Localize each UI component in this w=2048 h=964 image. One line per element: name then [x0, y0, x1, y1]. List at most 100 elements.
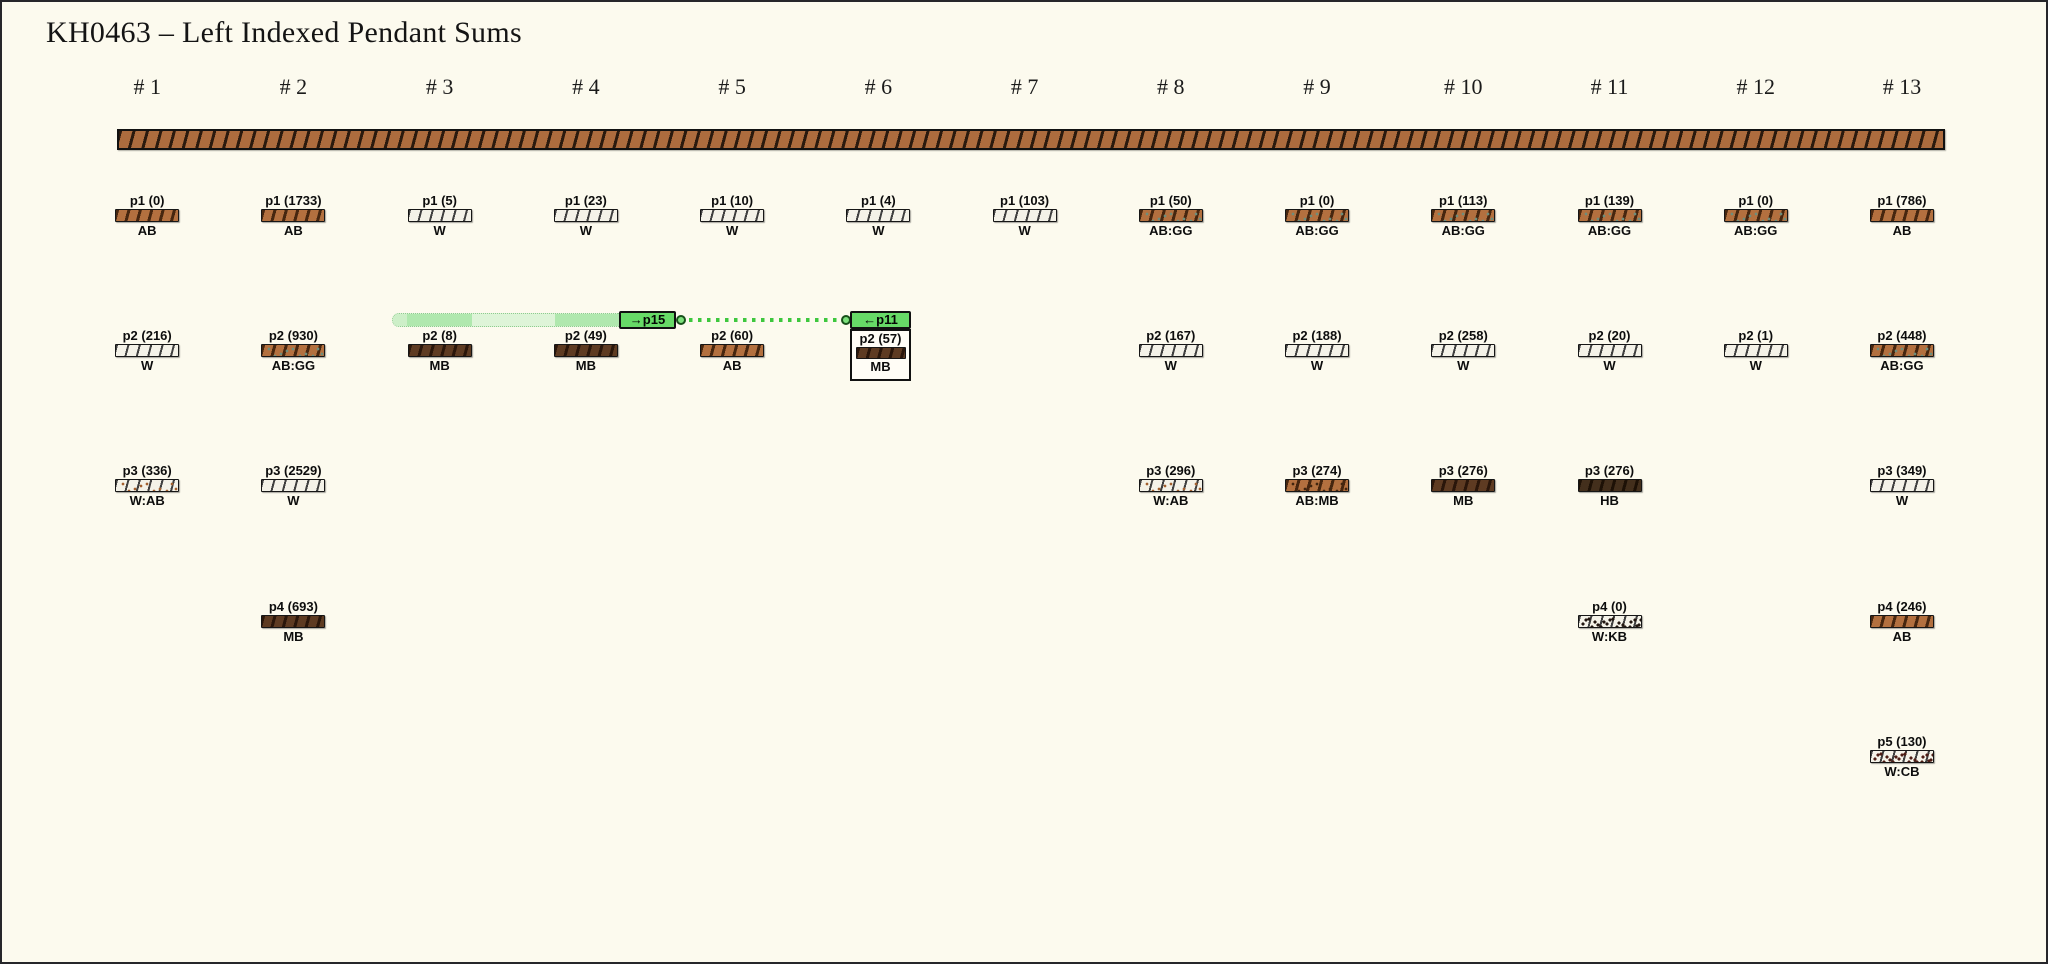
pendant-bar[interactable] [553, 209, 618, 222]
pendant-11-p4: p4 (0) W:KB [1565, 600, 1655, 644]
pendant-bar[interactable] [261, 615, 326, 628]
pendant-bar[interactable] [1138, 479, 1203, 492]
column-header-8: # 8 [1157, 74, 1185, 99]
pendant-color-class: AB:GG [1880, 358, 1924, 373]
pendant-color-class: AB:GG [1734, 223, 1778, 238]
pendant-color-class: W [1018, 223, 1031, 238]
pendant-label: p1 (139) [1584, 193, 1635, 208]
pendant-label: p1 (5) [422, 193, 457, 208]
pendant-label: p2 (930) [268, 328, 318, 343]
pendant-color-class: AB:GG [1295, 223, 1339, 238]
pendant-3-p1: p1 (5) W [395, 194, 485, 238]
pendant-1-p1: p1 (0) AB [102, 194, 192, 238]
pendant-bar[interactable] [1869, 750, 1934, 763]
pendant-color-class: MB [429, 358, 450, 373]
pendant-label: p4 (693) [268, 599, 318, 614]
pendant-color-class: W:AB [1153, 493, 1189, 508]
pendant-bar[interactable] [1285, 344, 1350, 357]
pendant-bar[interactable] [1869, 479, 1934, 492]
pendant-label: p1 (0) [1738, 193, 1774, 208]
pendant-label: p1 (0) [1299, 193, 1335, 208]
pill-segment [393, 314, 407, 326]
column-header-12: # 12 [1736, 74, 1775, 99]
pendant-label: p2 (448) [1877, 328, 1927, 343]
pendant-bar[interactable] [700, 209, 765, 222]
pendant-color-class: AB:GG [1149, 223, 1193, 238]
pendant-label: p1 (0) [129, 193, 165, 208]
pendant-2-p2: p2 (930) AB:GG [248, 329, 338, 373]
pendant-10-p2: p2 (258) W [1418, 329, 1508, 373]
pendant-color-class: MB [870, 359, 891, 374]
pendant-bar[interactable] [115, 479, 180, 492]
pendant-bar[interactable] [261, 209, 326, 222]
pendant-4-p2: p2 (49) MB [541, 329, 631, 373]
pendant-bar[interactable] [553, 344, 618, 357]
pendant-label: p3 (274) [1292, 463, 1342, 478]
pendant-bar[interactable] [1577, 615, 1642, 628]
pendant-bar[interactable] [992, 209, 1057, 222]
pendant-4-p1: p1 (23) W [541, 194, 631, 238]
pendant-bar[interactable] [261, 479, 326, 492]
column-header-2: # 2 [279, 74, 308, 99]
link-source-button[interactable]: →p15 [619, 311, 676, 329]
pendant-bar[interactable] [407, 209, 472, 222]
pendant-color-class: W [1164, 358, 1177, 373]
pendant-color-class: HB [1600, 493, 1619, 508]
selected-pendant-box[interactable]: p2 (57) MB [850, 329, 911, 381]
pendant-bar[interactable] [1285, 479, 1350, 492]
pendant-bar[interactable] [855, 347, 906, 359]
pendant-label: p1 (1733) [265, 193, 322, 208]
column-header-10: # 10 [1444, 74, 1483, 99]
pendant-bar[interactable] [1138, 209, 1203, 222]
pendant-5-p1: p1 (10) W [687, 194, 777, 238]
pendant-label: p1 (103) [1000, 193, 1050, 208]
pendant-11-p1: p1 (139) AB:GG [1565, 194, 1655, 238]
pendant-bar[interactable] [1869, 615, 1934, 628]
link-connector-line [689, 318, 840, 322]
pendant-color-class: AB:GG [271, 358, 316, 373]
pendant-10-p3: p3 (276) MB [1418, 464, 1508, 508]
pendant-label: p5 (130) [1877, 734, 1927, 749]
pendant-bar[interactable] [1138, 344, 1203, 357]
pendant-label: p2 (216) [122, 328, 172, 343]
pendant-bar[interactable] [1869, 209, 1934, 222]
pendant-label: p3 (296) [1146, 463, 1196, 478]
link-target-button[interactable]: ←p11 [850, 311, 911, 329]
pendant-bar[interactable] [1431, 344, 1496, 357]
pendant-bar[interactable] [407, 344, 472, 357]
pendant-bar[interactable] [1431, 479, 1496, 492]
pendant-bar[interactable] [700, 344, 765, 357]
pendant-bar[interactable] [1431, 209, 1496, 222]
pendant-bar[interactable] [261, 344, 326, 357]
pendant-3-p2: p2 (8) MB [395, 329, 485, 373]
pendant-bar[interactable] [1577, 344, 1642, 357]
pendant-label: p3 (276) [1438, 463, 1488, 478]
pendant-label: p1 (50) [1149, 193, 1192, 208]
pendant-bar[interactable] [115, 344, 180, 357]
pendant-2-p1: p1 (1733) AB [248, 194, 338, 238]
pendant-bar[interactable] [846, 209, 911, 222]
pendant-label: p4 (246) [1877, 599, 1927, 614]
primary-cord-bar[interactable] [117, 129, 1945, 150]
pendant-bar[interactable] [1577, 209, 1642, 222]
pendant-bar[interactable] [1577, 479, 1642, 492]
pendant-label: p2 (8) [422, 328, 457, 343]
pendant-bar[interactable] [1723, 344, 1788, 357]
pendant-color-class: MB [1453, 493, 1474, 508]
pendant-label: p2 (1) [1738, 328, 1774, 343]
pendant-1-p3: p3 (336) W:AB [102, 464, 192, 508]
pendant-bar[interactable] [1723, 209, 1788, 222]
pendant-2-p4: p4 (693) MB [248, 600, 338, 644]
pendant-bar[interactable] [115, 209, 180, 222]
pendant-color-class: MB [283, 629, 304, 644]
column-header-7: # 7 [1010, 74, 1039, 99]
column-header-3: # 3 [425, 74, 454, 99]
pendant-13-p1: p1 (786) AB [1857, 194, 1947, 238]
pendant-label: p3 (336) [122, 463, 172, 478]
pendant-bar[interactable] [1869, 344, 1934, 357]
pendant-label: p3 (2529) [265, 463, 322, 478]
column-header-11: # 11 [1590, 74, 1629, 99]
pendant-color-class: W [725, 223, 739, 238]
pendant-bar[interactable] [1285, 209, 1350, 222]
column-header-13: # 13 [1882, 74, 1922, 99]
